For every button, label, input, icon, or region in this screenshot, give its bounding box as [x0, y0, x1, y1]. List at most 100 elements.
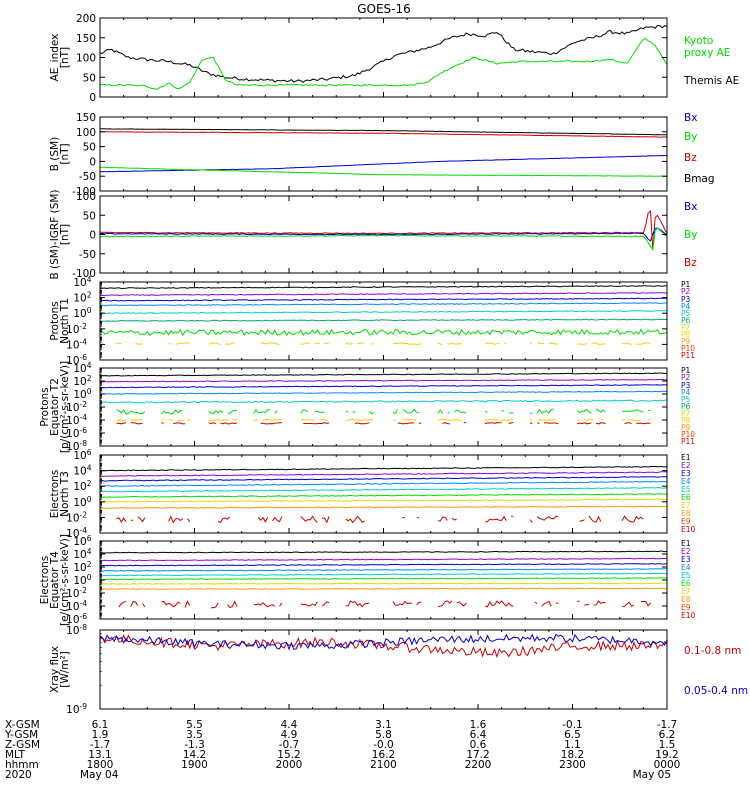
panel-7-series-4 — [100, 568, 667, 572]
panel-3-ytick-1: -100 — [72, 268, 96, 280]
panel-4-ytick-5: 102 — [73, 291, 91, 305]
panel-3-legend-2: By — [684, 229, 697, 241]
panel-6-ytick-1: 10-4 — [66, 526, 87, 540]
panel-7-series-8 — [100, 587, 667, 590]
panel-4-legend-1: P1 — [681, 280, 691, 289]
panel-4-ytick-3: 10-2 — [66, 322, 87, 336]
ephem-value-5-5: 2200 — [465, 759, 492, 771]
panel-4-legend-6: P6 — [681, 316, 691, 325]
panel-2-ytick-1: -100 — [72, 186, 96, 198]
ephem-value-2-5: 1900 — [181, 759, 208, 771]
ephem-value-5-4: 17.2 — [466, 749, 489, 761]
ephem-value-6-1: -0.1 — [562, 719, 583, 731]
panel-4-series-8 — [116, 342, 651, 345]
panel-6-series-9 — [117, 516, 668, 523]
panel-7-series-2 — [100, 557, 667, 562]
panel-3-ylabel-2: [nT] — [59, 224, 71, 245]
ephem-value-5-3: 0.6 — [470, 739, 487, 751]
panel-6-legend-6: E6 — [681, 493, 691, 502]
panel-4-ytick-4: 100 — [73, 306, 91, 320]
panel-5-series-3 — [100, 384, 667, 389]
ephem-value-6-4: 18.2 — [561, 749, 584, 761]
panel-7-legend-9: E9 — [681, 603, 691, 612]
ephem-value-6-5: 2300 — [559, 759, 586, 771]
panel-5-ytick-3: 10-4 — [66, 413, 87, 427]
panel-7-ytick-7: 106 — [73, 534, 91, 548]
panel-6-series-1 — [100, 465, 667, 472]
ephem-value-5-1: 1.6 — [470, 719, 487, 731]
panel-2-series-2 — [100, 131, 667, 138]
panel-4-ytick-2: 10-4 — [66, 337, 87, 351]
ephem-value-2-3: -1.3 — [184, 739, 205, 751]
panel-2-series-1 — [100, 128, 667, 136]
panel-8-series-2 — [100, 633, 667, 651]
panel-4-ylabel-2: North T1 — [59, 298, 71, 344]
panel-6-series-3 — [100, 476, 667, 482]
panel-3: -100 -50 0 50 100 B (SM)-IGRF (SM)[nT] Bx By Bz — [49, 189, 697, 280]
panel-7-ylabel-3: [e/(cm²-s-sr-keV)] — [59, 534, 71, 626]
ephem-value-7-3: 1.5 — [659, 739, 676, 751]
panel-1-legend-1: Kyoto — [684, 35, 713, 47]
ephem-value-6-3: 1.1 — [564, 739, 581, 751]
panel-5-legend-9: P9 — [681, 423, 691, 432]
panel-2-ylabel-2: [nT] — [59, 143, 71, 164]
ephem-value-7-1: -1.7 — [657, 719, 678, 731]
panel-5-ylabel-1: Protons — [39, 387, 51, 426]
panel-6-series-7 — [100, 498, 667, 503]
panel-6-ytick-4: 102 — [73, 479, 91, 493]
panel-4-ytick-6: 104 — [73, 275, 91, 289]
panel-5-legend-8: P8 — [681, 416, 691, 425]
panel-5-legend-3: P3 — [681, 381, 691, 390]
panel-7-series-6 — [100, 577, 667, 581]
panel-3-legend-1: Bx — [684, 201, 697, 213]
panel-2-legend-1: Bx — [684, 112, 697, 124]
ephem-value-1-1: 6.1 — [92, 719, 109, 731]
panel-1-ytick-3: 100 — [76, 53, 96, 65]
ephem-value-1-6: May 04 — [80, 769, 119, 781]
panel-5-legend-5: P5 — [681, 395, 691, 404]
panel-2-frame — [99, 116, 668, 192]
panel-8-legend-2: 0.05-0.4 nm — [684, 685, 748, 697]
panel-3-ytick-4: 50 — [83, 210, 96, 222]
ephem-row-label-2: Y-GSM — [4, 729, 38, 741]
panel-4-legend-5: P5 — [681, 309, 691, 318]
panel-7-ytick-5: 102 — [73, 560, 91, 574]
panel-1-legend-2: proxy AE — [684, 47, 730, 59]
panel-4-legend-7: P7 — [681, 323, 691, 332]
panel-2-ytick-4: 50 — [83, 142, 96, 154]
panel-7-series-3 — [100, 563, 667, 567]
panel-5-series-1 — [100, 372, 667, 377]
panel-6-ytick-3: 100 — [73, 495, 91, 509]
ephem-value-3-4: 15.2 — [277, 749, 300, 761]
panel-1-series-1 — [100, 24, 667, 84]
panel-1-ytick-1: 0 — [89, 92, 96, 104]
panel-1-legend-3: Themis AE — [683, 75, 739, 87]
ephem-value-4-4: 16.2 — [372, 749, 395, 761]
ephem-value-4-5: 2100 — [370, 759, 397, 771]
panel-6-series-4 — [100, 480, 667, 488]
panel-7-ytick-6: 104 — [73, 547, 91, 561]
panel-5-ytick-2: 10-6 — [66, 426, 87, 440]
panel-2: -100 -50 0 50 100 150 B (SM)[nT] Bx By Bz Bmag — [49, 112, 715, 198]
panel-6-legend-5: E5 — [681, 485, 691, 494]
panel-4-legend-8: P8 — [681, 330, 691, 339]
panel-5-ytick-4: 10-2 — [66, 400, 87, 414]
ephem-value-4-3: -0.0 — [373, 739, 394, 751]
panel-5-legend-2: P2 — [681, 373, 691, 382]
ephem-value-5-2: 6.4 — [470, 729, 487, 741]
panel-1-series-2 — [100, 37, 667, 90]
panel-5-series-7 — [117, 419, 668, 420]
panel-4-legend-3: P3 — [681, 295, 691, 304]
panel-5-series-4 — [100, 390, 667, 395]
panel-2-legend-2: By — [684, 131, 697, 143]
ephem-value-4-1: 3.1 — [375, 719, 392, 731]
ephem-value-7-5: 0000 — [654, 759, 681, 771]
panel-4-ytick-1: 10-6 — [66, 353, 87, 367]
panel-4-ylabel-1: Protons — [49, 301, 61, 340]
panel-2-legend-4: Bmag — [684, 173, 715, 185]
panel-4-legend-4: P4 — [681, 302, 691, 311]
